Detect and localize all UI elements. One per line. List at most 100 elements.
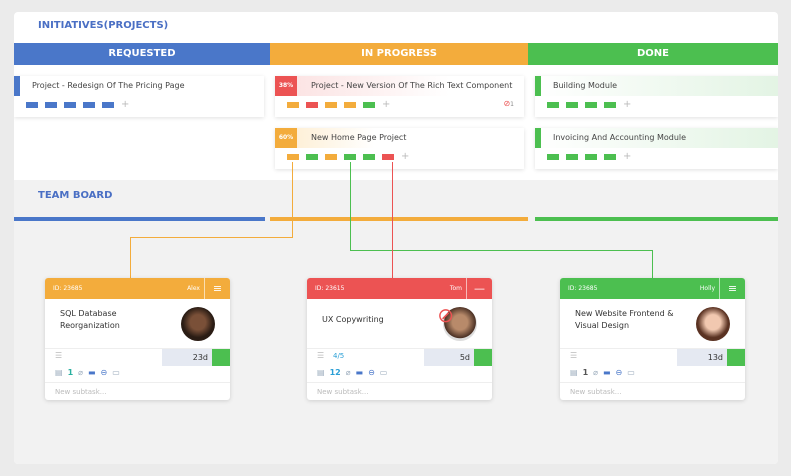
connector-line [130, 237, 293, 238]
card-header: ID: 23615 Tom — [307, 278, 492, 299]
card-header: ID: 23685 Alex ≡ [45, 278, 230, 299]
status-bar [535, 128, 541, 148]
lane-line-done [535, 217, 778, 221]
status-box [212, 349, 230, 366]
add-task-button[interactable]: + [401, 151, 410, 162]
task-id: ID: 23615 [315, 285, 345, 292]
subtask-row: ☰ 4/5 5d [307, 348, 492, 366]
column-done: DONE [528, 43, 778, 65]
board-panel: INITIATIVES(PROJECTS) REQUESTED IN PROGR… [14, 12, 778, 464]
link-icon: ⊖ [100, 368, 108, 377]
blocked-count: 1 [510, 101, 514, 108]
lane-line-requested [14, 217, 265, 221]
task-title: SQL Database Reorganization [60, 309, 120, 330]
project-card[interactable]: Building Module + [535, 76, 778, 117]
checklist-icon: ☰ [55, 351, 63, 360]
days-left: 5d [424, 349, 474, 366]
board-icon: ▬ [87, 368, 96, 377]
checklist-icon: ☰ [317, 351, 325, 360]
project-title: New Home Page Project [275, 128, 524, 148]
project-card[interactable]: Invoicing And Accounting Module + [535, 128, 778, 169]
task-dots: + [547, 151, 632, 162]
subtask-count: 4/5 [333, 352, 345, 360]
blocked-icon: ⊘1 [503, 99, 514, 108]
project-card[interactable]: Project - New Version Of The Rich Text C… [275, 76, 524, 117]
days-left: 13d [677, 349, 727, 366]
add-task-button[interactable]: + [121, 99, 130, 110]
task-id: ID: 23685 [53, 285, 83, 292]
lane-line-in-progress [270, 217, 528, 221]
connector-line [130, 237, 131, 278]
project-title: Project - Redesign Of The Pricing Page [32, 81, 185, 90]
status-box [474, 349, 492, 366]
connector-line [652, 250, 653, 278]
connector-line [292, 162, 293, 238]
comment-icon: ▤ [570, 368, 578, 377]
subtask-row: ☰ 13d [560, 348, 745, 366]
new-subtask-input[interactable]: New subtask... [45, 382, 230, 400]
checklist-icon: ☰ [570, 351, 578, 360]
task-dots: + [26, 99, 130, 110]
comment-count: 1 [582, 368, 589, 377]
card-icons: ▤ 12 ⌀ ▬ ⊖ ▭ [317, 368, 387, 377]
connector-line [392, 162, 393, 278]
project-card[interactable]: New Home Page Project 60% + [275, 128, 524, 169]
task-dots: + [287, 99, 391, 110]
connector-line [350, 162, 351, 251]
task-title: UX Copywriting [322, 315, 384, 324]
add-task-button[interactable]: + [382, 99, 391, 110]
column-in-progress: IN PROGRESS [270, 43, 528, 65]
column-requested: REQUESTED [14, 43, 270, 65]
task-dots: + [287, 151, 410, 162]
assignee-name: Alex [187, 285, 200, 292]
tag-icon: ▭ [112, 368, 120, 377]
menu-icon[interactable]: ≡ [719, 278, 745, 299]
attachment-icon: ⌀ [345, 368, 351, 377]
avatar[interactable] [443, 307, 477, 341]
board-icon: ▬ [602, 368, 611, 377]
avatar[interactable] [696, 307, 730, 341]
add-task-button[interactable]: + [623, 99, 632, 110]
avatar[interactable] [181, 307, 215, 341]
link-icon: ⊖ [368, 368, 375, 377]
assignee-name: Holly [699, 285, 715, 292]
blocked-icon: ⊘ [437, 303, 454, 327]
board-icon: ▬ [355, 368, 364, 377]
new-subtask-input[interactable]: New subtask... [307, 382, 492, 400]
new-subtask-input[interactable]: New subtask... [560, 382, 745, 400]
comment-icon: ▤ [55, 368, 63, 377]
task-title: New Website Frontend & Visual Design [575, 309, 674, 330]
project-title: Invoicing And Accounting Module [535, 128, 778, 148]
percent-badge: 38% [275, 76, 297, 96]
link-icon: ⊖ [615, 368, 623, 377]
comment-icon: ▤ [317, 368, 325, 377]
project-card[interactable]: Project - Redesign Of The Pricing Page + [14, 76, 264, 117]
subtask-row: ☰ 23d [45, 348, 230, 366]
task-card[interactable]: ID: 23615 Tom — UX Copywriting ⊘ ☰ 4/5 5d ▤ 1… [307, 278, 492, 400]
attachment-icon: ⌀ [78, 368, 83, 377]
collapse-icon[interactable]: — [466, 278, 492, 299]
task-card[interactable]: ID: 23685 Holly ≡ New Website Frontend & V… [560, 278, 745, 400]
card-header: ID: 23685 Holly ≡ [560, 278, 745, 299]
status-bar [535, 76, 541, 96]
tag-icon: ▭ [627, 368, 635, 377]
project-title: Project - New Version Of The Rich Text C… [275, 76, 524, 96]
initiatives-title: INITIATIVES(PROJECTS) [38, 20, 169, 31]
comment-count: 12 [329, 368, 341, 377]
connector-line [350, 250, 652, 251]
attachment-icon: ⌀ [593, 368, 598, 377]
project-title: Building Module [535, 76, 778, 96]
task-dots: + [547, 99, 632, 110]
card-icons: ▤ 1 ⌀ ▬ ⊖ ▭ [55, 368, 120, 377]
status-bar [14, 76, 20, 96]
task-card[interactable]: ID: 23685 Alex ≡ SQL Database Reorganizati… [45, 278, 230, 400]
menu-icon[interactable]: ≡ [204, 278, 230, 299]
assignee-name: Tom [449, 285, 462, 292]
comment-count: 1 [67, 368, 74, 377]
team-board-title: TEAM BOARD [38, 190, 113, 201]
percent-badge: 60% [275, 128, 297, 148]
add-task-button[interactable]: + [623, 151, 632, 162]
task-id: ID: 23685 [568, 285, 598, 292]
tag-icon: ▭ [379, 368, 388, 377]
status-box [727, 349, 745, 366]
